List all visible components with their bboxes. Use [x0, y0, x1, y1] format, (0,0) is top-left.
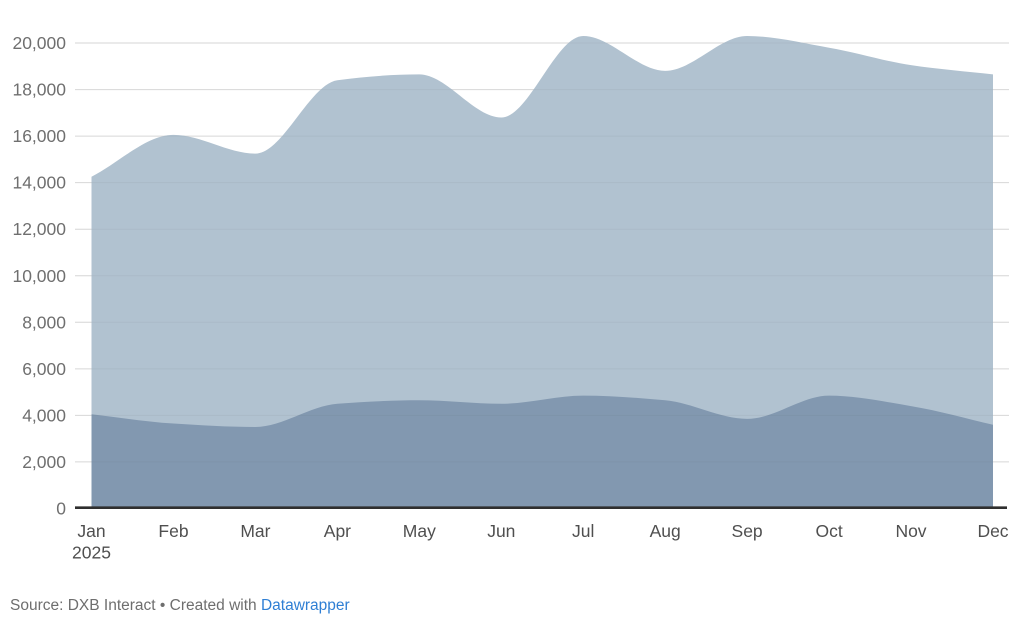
x-axis-label: Jun: [487, 521, 515, 541]
light-area-path: [91, 36, 993, 507]
x-axis-year-label: 2025: [72, 543, 111, 563]
y-axis-label: 12,000: [12, 219, 66, 239]
x-axis-labels: Jan Feb Mar Apr May Jun Jul Aug Sep Oct Nov Dec 2025: [72, 521, 1009, 563]
source-text: Source: DXB Interact • Created with: [10, 597, 261, 614]
y-axis-label: 20,000: [12, 33, 66, 53]
x-axis-label: Nov: [895, 521, 926, 541]
y-gridlines-overlay: [75, 42, 1009, 463]
y-axis-label: 8,000: [22, 312, 66, 332]
x-axis-label: Apr: [324, 521, 351, 541]
x-axis-label: Sep: [732, 521, 763, 541]
y-axis-labels: 0 2,000 4,000 6,000 8,000 10,000 12,000 14,000 1…: [12, 33, 66, 519]
x-axis-label: Feb: [158, 521, 188, 541]
y-axis-label: 18,000: [12, 80, 66, 100]
y-axis-label: 4,000: [22, 405, 66, 425]
y-axis-label: 6,000: [22, 359, 66, 379]
x-axis-label: Oct: [815, 521, 842, 541]
dark-area-path: [91, 395, 993, 507]
y-axis-label: 16,000: [12, 126, 66, 146]
x-axis-label: Mar: [240, 521, 270, 541]
y-axis-label: 14,000: [12, 173, 66, 193]
x-axis-label: Jan: [77, 521, 105, 541]
y-axis-label: 2,000: [22, 452, 66, 472]
chart-footer: Source: DXB Interact • Created with Data…: [10, 596, 350, 615]
x-axis-label: May: [403, 521, 436, 541]
y-axis-label: 10,000: [12, 266, 66, 286]
datawrapper-link[interactable]: Datawrapper: [260, 597, 350, 614]
y-axis-label: 0: [56, 499, 66, 519]
x-axis-label: Jul: [572, 521, 594, 541]
x-axis-label: Dec: [977, 521, 1008, 541]
x-axis-label: Aug: [650, 521, 681, 541]
